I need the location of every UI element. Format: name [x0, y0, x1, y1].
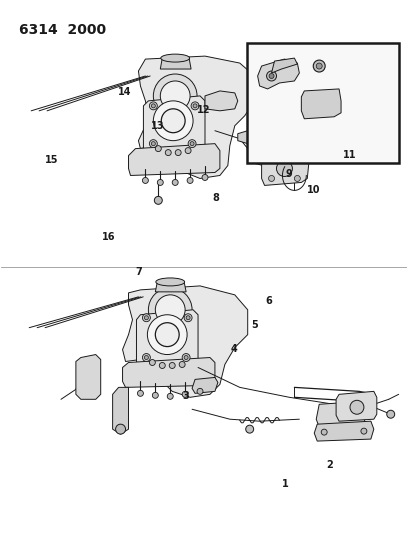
Circle shape — [185, 148, 191, 154]
Circle shape — [202, 174, 208, 181]
Circle shape — [187, 177, 193, 183]
Circle shape — [153, 101, 193, 141]
Circle shape — [175, 150, 181, 156]
Text: 9: 9 — [286, 169, 293, 179]
Text: 7: 7 — [136, 267, 142, 277]
Ellipse shape — [161, 54, 190, 62]
Polygon shape — [113, 387, 129, 434]
Polygon shape — [122, 286, 248, 397]
Circle shape — [165, 150, 171, 156]
Polygon shape — [122, 358, 215, 387]
Circle shape — [149, 360, 155, 366]
Polygon shape — [238, 131, 255, 144]
Circle shape — [350, 400, 364, 414]
Circle shape — [142, 353, 151, 361]
Circle shape — [142, 177, 149, 183]
Circle shape — [160, 81, 190, 111]
Circle shape — [321, 429, 327, 435]
Text: 13: 13 — [151, 121, 164, 131]
Polygon shape — [205, 91, 238, 111]
Circle shape — [153, 74, 197, 118]
Circle shape — [184, 356, 188, 360]
Circle shape — [179, 361, 185, 367]
Circle shape — [295, 175, 300, 181]
Circle shape — [172, 180, 178, 185]
Circle shape — [182, 353, 190, 361]
Circle shape — [142, 314, 151, 322]
Polygon shape — [316, 401, 367, 427]
Circle shape — [190, 142, 194, 146]
Circle shape — [157, 180, 163, 185]
Circle shape — [313, 60, 325, 72]
Circle shape — [295, 152, 300, 158]
Circle shape — [169, 362, 175, 368]
Polygon shape — [136, 310, 198, 367]
Circle shape — [167, 393, 173, 399]
Circle shape — [361, 428, 367, 434]
Text: 1: 1 — [282, 479, 288, 489]
Text: 6: 6 — [266, 296, 272, 306]
Circle shape — [155, 295, 185, 325]
Circle shape — [137, 390, 144, 397]
Circle shape — [147, 315, 187, 354]
Text: 12: 12 — [197, 105, 211, 115]
Text: 6314  2000: 6314 2000 — [19, 23, 106, 37]
Text: 2: 2 — [326, 461, 333, 470]
Circle shape — [154, 196, 162, 204]
Circle shape — [266, 71, 277, 81]
Circle shape — [115, 424, 126, 434]
Text: 10: 10 — [307, 184, 320, 195]
Circle shape — [268, 155, 275, 160]
Circle shape — [269, 74, 274, 78]
Circle shape — [149, 140, 157, 148]
Circle shape — [182, 391, 188, 397]
Circle shape — [155, 146, 161, 151]
Text: 8: 8 — [213, 192, 220, 203]
Circle shape — [188, 140, 196, 148]
Circle shape — [387, 410, 395, 418]
Circle shape — [151, 104, 155, 108]
Circle shape — [159, 362, 165, 368]
Circle shape — [155, 322, 179, 346]
Text: 15: 15 — [45, 156, 59, 165]
Polygon shape — [138, 56, 255, 179]
Polygon shape — [314, 421, 374, 441]
Polygon shape — [129, 144, 220, 175]
Polygon shape — [257, 59, 299, 89]
Circle shape — [268, 175, 275, 181]
Polygon shape — [262, 152, 309, 185]
Polygon shape — [302, 89, 341, 119]
Text: 16: 16 — [102, 232, 115, 243]
Polygon shape — [144, 96, 205, 152]
Circle shape — [277, 160, 293, 176]
Text: 14: 14 — [118, 86, 132, 96]
Text: 4: 4 — [231, 344, 238, 354]
Polygon shape — [160, 58, 191, 69]
Circle shape — [152, 392, 158, 398]
Polygon shape — [155, 282, 186, 292]
Circle shape — [191, 102, 199, 110]
Circle shape — [193, 104, 197, 108]
Circle shape — [149, 102, 157, 110]
Ellipse shape — [156, 278, 185, 286]
Text: 3: 3 — [182, 391, 189, 401]
Polygon shape — [272, 58, 297, 73]
Circle shape — [144, 356, 149, 360]
Circle shape — [184, 314, 192, 322]
Circle shape — [316, 63, 322, 69]
Circle shape — [151, 142, 155, 146]
Polygon shape — [192, 377, 218, 393]
Circle shape — [144, 316, 149, 320]
Circle shape — [149, 288, 192, 332]
Polygon shape — [336, 391, 377, 421]
Polygon shape — [76, 354, 101, 399]
Circle shape — [197, 389, 203, 394]
Circle shape — [161, 109, 185, 133]
Bar — [247, 43, 399, 163]
Circle shape — [186, 316, 190, 320]
Circle shape — [246, 425, 254, 433]
Text: 5: 5 — [251, 320, 258, 330]
Text: 11: 11 — [343, 150, 357, 160]
